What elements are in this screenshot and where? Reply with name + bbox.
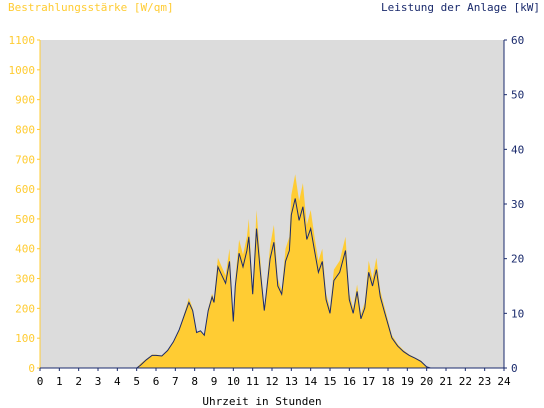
- x-tick-label: 6: [153, 375, 160, 388]
- x-tick-label: 2: [75, 375, 82, 388]
- x-tick-label: 18: [381, 375, 394, 388]
- right-tick-label: 40: [511, 143, 524, 156]
- left-tick-label: 900: [15, 94, 35, 107]
- x-tick-label: 14: [304, 375, 318, 388]
- power-line: [40, 198, 504, 369]
- x-tick-label: 10: [227, 375, 240, 388]
- x-tick-label: 1: [56, 375, 63, 388]
- axes: [37, 39, 507, 371]
- right-tick-label: 20: [511, 253, 524, 266]
- x-tick-label: 12: [265, 375, 278, 388]
- x-tick-label: 23: [478, 375, 491, 388]
- x-tick-label: 11: [246, 375, 259, 388]
- x-tick-label: 7: [172, 375, 179, 388]
- right-tick-label: 0: [511, 362, 518, 375]
- left-tick-label: 1100: [9, 34, 36, 47]
- left-tick-label: 300: [15, 273, 35, 286]
- tick-labels: 0100200300400500600700800900100011000102…: [9, 34, 525, 388]
- right-tick-label: 60: [511, 34, 524, 47]
- x-tick-label: 19: [401, 375, 414, 388]
- left-tick-label: 0: [28, 362, 35, 375]
- irradiance-area: [40, 174, 504, 368]
- right-tick-label: 50: [511, 89, 524, 102]
- x-tick-label: 5: [133, 375, 140, 388]
- left-tick-label: 600: [15, 183, 35, 196]
- right-axis-title: Leistung der Anlage [kW]: [381, 1, 540, 14]
- left-tick-label: 1000: [9, 64, 36, 77]
- power-line-layer: [40, 198, 504, 369]
- left-axis-title: Bestrahlungsstärke [W/qm]: [8, 1, 174, 14]
- x-axis-title: Uhrzeit in Stunden: [202, 395, 321, 408]
- x-tick-label: 20: [420, 375, 433, 388]
- x-tick-label: 0: [37, 375, 44, 388]
- x-tick-label: 4: [114, 375, 121, 388]
- x-tick-label: 17: [362, 375, 375, 388]
- left-tick-label: 700: [15, 153, 35, 166]
- x-tick-label: 21: [439, 375, 452, 388]
- x-tick-label: 24: [497, 375, 511, 388]
- left-tick-label: 200: [15, 302, 35, 315]
- x-tick-label: 16: [343, 375, 356, 388]
- x-tick-label: 22: [459, 375, 472, 388]
- x-tick-label: 9: [211, 375, 218, 388]
- right-tick-label: 10: [511, 307, 524, 320]
- x-tick-label: 13: [285, 375, 298, 388]
- x-tick-label: 8: [191, 375, 198, 388]
- left-tick-label: 800: [15, 123, 35, 136]
- right-tick-label: 30: [511, 198, 524, 211]
- x-tick-label: 3: [95, 375, 102, 388]
- x-tick-label: 15: [323, 375, 336, 388]
- irradiance-area-layer: [40, 174, 504, 368]
- left-tick-label: 400: [15, 243, 35, 256]
- left-tick-label: 100: [15, 332, 35, 345]
- left-tick-label: 500: [15, 213, 35, 226]
